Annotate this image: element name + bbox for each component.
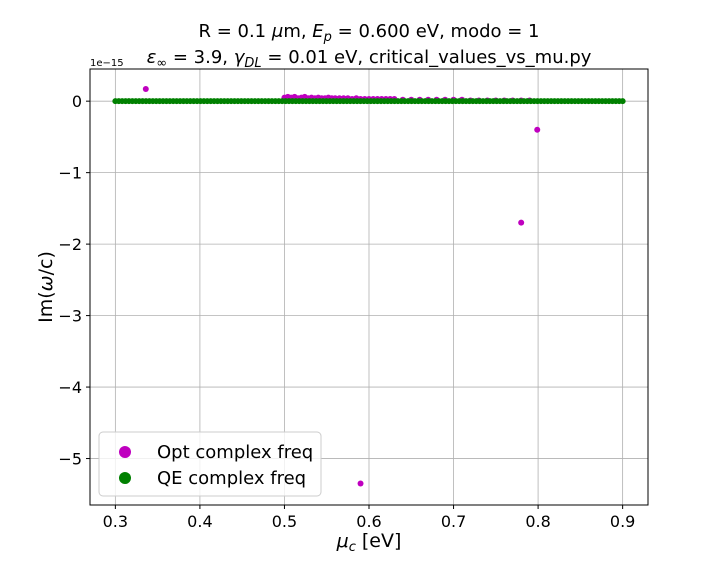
opt-data-point xyxy=(518,219,525,226)
data-points xyxy=(112,86,626,487)
y-tick-label: 0 xyxy=(72,92,82,111)
plot-area-frame xyxy=(89,68,649,506)
chart-title-line-2: ε∞ = 3.9, γDL = 0.01 eV, critical_values… xyxy=(147,47,592,71)
x-axis-label: μc [eV] xyxy=(336,530,402,555)
x-tick-label: 0.8 xyxy=(525,512,550,531)
x-tick-label: 0.9 xyxy=(610,512,635,531)
opt-data-point xyxy=(142,86,149,93)
y-tick-label: −1 xyxy=(58,164,82,183)
y-tick-label: −3 xyxy=(58,307,82,326)
legend-marker-opt xyxy=(119,446,131,458)
y-axis-label: Im(ω/c) xyxy=(35,251,57,323)
y-tick-label: −2 xyxy=(58,235,82,254)
qe-data-point xyxy=(619,98,626,105)
x-tick-label: 0.7 xyxy=(441,512,466,531)
legend-label-opt: Opt complex freq xyxy=(157,442,313,463)
opt-data-point xyxy=(357,480,364,487)
x-tick-label: 0.3 xyxy=(103,512,128,531)
x-tick-label: 0.6 xyxy=(356,512,381,531)
y-tick-label: −4 xyxy=(58,378,82,397)
legend: Opt complex freq QE complex freq xyxy=(98,431,322,497)
legend-marker-qe xyxy=(119,472,131,484)
chart-title-line-1: R = 0.1 μm, Ep = 0.600 eV, modo = 1 xyxy=(198,21,539,45)
axis-ticks: 0.3 0.4 0.5 0.6 0.7 0.8 0.9 0 −1 −2 −3 −4 −5 xyxy=(58,92,635,531)
opt-data-point xyxy=(534,126,541,133)
y-tick-label: −5 xyxy=(58,450,82,469)
legend-box xyxy=(98,431,322,497)
y-offset-text: 1e−15 xyxy=(90,58,124,69)
legend-label-qe: QE complex freq xyxy=(157,468,306,489)
x-tick-label: 0.4 xyxy=(187,512,212,531)
x-tick-label: 0.5 xyxy=(272,512,297,531)
